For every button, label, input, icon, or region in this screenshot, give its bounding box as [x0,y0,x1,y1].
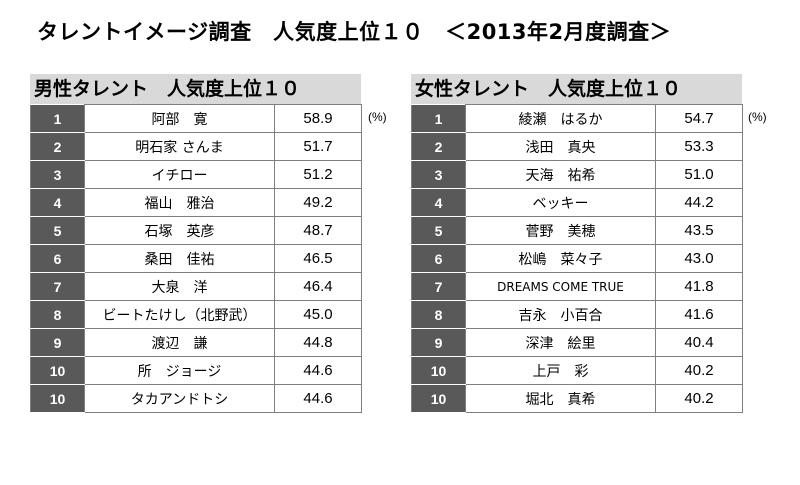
table-row: 10 堀北 真希 40.2 [411,384,743,413]
table-row: 6 桑田 佳祐 46.5 [30,244,362,273]
talent-name-cell: 深津 絵里 [465,328,656,357]
popularity-score-cell: 51.7 [274,132,362,161]
talent-name-cell: ビートたけし（北野武） [84,300,275,329]
rank-cell: 4 [411,188,466,217]
talent-name-cell: 堀北 真希 [465,384,656,413]
table-row: 1 阿部 寛 58.9 [30,104,362,133]
talent-name-cell: 天海 祐希 [465,160,656,189]
popularity-score-cell: 44.6 [274,356,362,385]
rank-cell: 4 [30,188,85,217]
popularity-score-cell: 51.2 [274,160,362,189]
rank-cell: 10 [30,384,85,413]
table-row: 3 天海 祐希 51.0 [411,160,743,189]
table-row: 5 石塚 英彦 48.7 [30,216,362,245]
table-row: 2 浅田 真央 53.3 [411,132,743,161]
table-row: 8 吉永 小百合 41.6 [411,300,743,329]
popularity-score-cell: 40.2 [655,356,743,385]
talent-name-cell: 阿部 寛 [84,104,275,133]
male-ranking-table: 1 阿部 寛 58.9 2 明石家 さんま 51.7 3 イチロー 51.2 4 福山 雅治 49.2… [30,104,362,413]
talent-name-cell: 渡辺 謙 [84,328,275,357]
page-title: タレントイメージ調査 人気度上位１０ ＜2013年2月度調査＞ [37,20,672,44]
rank-cell: 7 [30,272,85,301]
talent-name-cell: ベッキー [465,188,656,217]
table-row: 10 タカアンドトシ 44.6 [30,384,362,413]
rank-cell: 7 [411,272,466,301]
popularity-score-cell: 45.0 [274,300,362,329]
rank-cell: 8 [411,300,466,329]
table-row: 4 ベッキー 44.2 [411,188,743,217]
female-unit-label: (%) [748,110,767,124]
table-row: 3 イチロー 51.2 [30,160,362,189]
popularity-score-cell: 51.0 [655,160,743,189]
rank-cell: 2 [411,132,466,161]
male-ranking-panel: 男性タレント 人気度上位１０ 1 阿部 寛 58.9 2 明石家 さんま 51.7 3 イチロ… [30,74,362,413]
rank-cell: 6 [411,244,466,273]
popularity-score-cell: 43.5 [655,216,743,245]
rank-cell: 10 [411,384,466,413]
talent-name-cell: タカアンドトシ [84,384,275,413]
rank-cell: 9 [411,328,466,357]
rank-cell: 8 [30,300,85,329]
talent-name-cell: 福山 雅治 [84,188,275,217]
rank-cell: 1 [30,104,85,133]
rank-cell: 1 [411,104,466,133]
talent-name-cell: 綾瀬 はるか [465,104,656,133]
talent-name-cell: DREAMS COME TRUE [465,272,656,301]
talent-name-cell: 菅野 美穂 [465,216,656,245]
table-row: 2 明石家 さんま 51.7 [30,132,362,161]
popularity-score-cell: 54.7 [655,104,743,133]
rank-cell: 2 [30,132,85,161]
popularity-score-cell: 48.7 [274,216,362,245]
table-row: 10 所 ジョージ 44.6 [30,356,362,385]
talent-name-cell: 吉永 小百合 [465,300,656,329]
table-row: 4 福山 雅治 49.2 [30,188,362,217]
rank-cell: 10 [30,356,85,385]
popularity-score-cell: 44.6 [274,384,362,413]
male-ranking-header: 男性タレント 人気度上位１０ [30,74,361,104]
popularity-score-cell: 46.4 [274,272,362,301]
table-row: 9 渡辺 謙 44.8 [30,328,362,357]
talent-name-cell: 桑田 佳祐 [84,244,275,273]
table-row: 1 綾瀬 はるか 54.7 [411,104,743,133]
talent-name-cell: 大泉 洋 [84,272,275,301]
rank-cell: 6 [30,244,85,273]
talent-name-cell: イチロー [84,160,275,189]
table-row: 8 ビートたけし（北野武） 45.0 [30,300,362,329]
rank-cell: 5 [30,216,85,245]
popularity-score-cell: 58.9 [274,104,362,133]
popularity-score-cell: 53.3 [655,132,743,161]
talent-name-cell: 明石家 さんま [84,132,275,161]
talent-name-cell: 松嶋 菜々子 [465,244,656,273]
table-row: 10 上戸 彩 40.2 [411,356,743,385]
female-ranking-table: 1 綾瀬 はるか 54.7 2 浅田 真央 53.3 3 天海 祐希 51.0 4 ベッキー 44.2… [411,104,743,413]
rank-cell: 3 [411,160,466,189]
table-row: 7 DREAMS COME TRUE 41.8 [411,272,743,301]
talent-name-cell: 所 ジョージ [84,356,275,385]
popularity-score-cell: 40.2 [655,384,743,413]
popularity-score-cell: 49.2 [274,188,362,217]
rank-cell: 5 [411,216,466,245]
popularity-score-cell: 41.8 [655,272,743,301]
rank-cell: 10 [411,356,466,385]
popularity-score-cell: 44.8 [274,328,362,357]
male-unit-label: (%) [368,110,387,124]
female-ranking-panel: 女性タレント 人気度上位１０ 1 綾瀬 はるか 54.7 2 浅田 真央 53.3 3 天海 … [411,74,743,413]
table-row: 5 菅野 美穂 43.5 [411,216,743,245]
table-row: 6 松嶋 菜々子 43.0 [411,244,743,273]
popularity-score-cell: 46.5 [274,244,362,273]
popularity-score-cell: 40.4 [655,328,743,357]
talent-name-cell: 石塚 英彦 [84,216,275,245]
table-row: 7 大泉 洋 46.4 [30,272,362,301]
popularity-score-cell: 44.2 [655,188,743,217]
talent-name-cell: 上戸 彩 [465,356,656,385]
popularity-score-cell: 41.6 [655,300,743,329]
talent-name-cell: 浅田 真央 [465,132,656,161]
rank-cell: 3 [30,160,85,189]
table-row: 9 深津 絵里 40.4 [411,328,743,357]
rank-cell: 9 [30,328,85,357]
female-ranking-header: 女性タレント 人気度上位１０ [411,74,742,104]
popularity-score-cell: 43.0 [655,244,743,273]
